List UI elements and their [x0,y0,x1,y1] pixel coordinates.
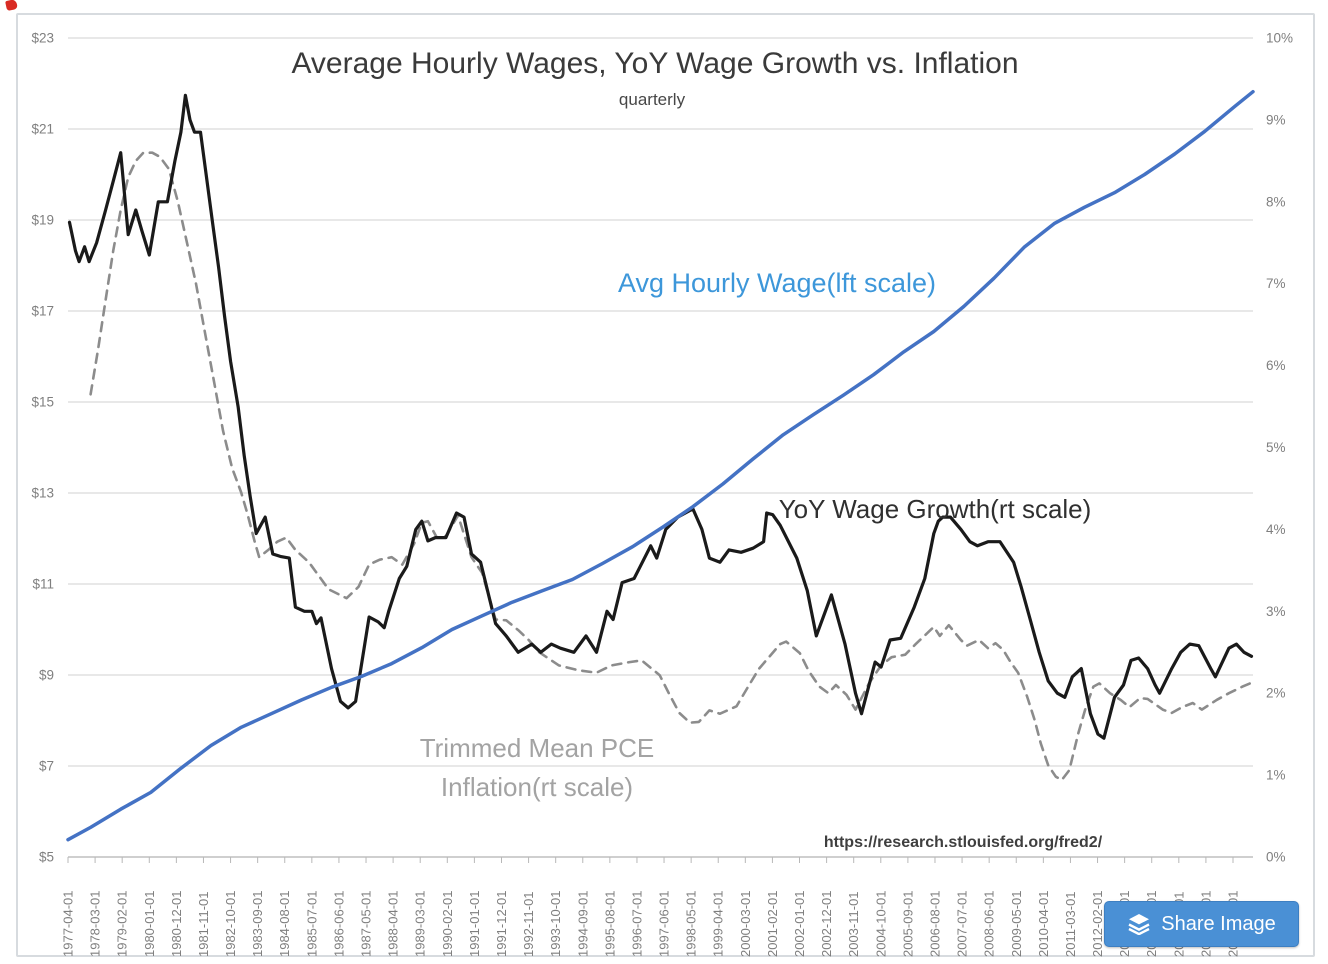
yoy-wage-series-label: YoY Wage Growth(rt scale) [779,494,1092,524]
x-axis-label: 1977-04-01 [61,891,76,958]
inflation-series-label-line1: Trimmed Mean PCE [420,733,655,763]
x-axis-label: 1996-07-01 [629,891,644,958]
series-yoy-wage-growth-rt-scale- [67,93,1254,740]
source-url: https://research.stlouisfed.org/fred2/ [824,834,1103,851]
x-axis-label: 1999-04-01 [711,891,726,958]
data-series [66,89,1255,842]
x-axis-label: 2008-06-01 [982,890,997,957]
x-axis-label: 1987-05-01 [359,891,374,958]
left-axis-label: $17 [31,304,54,319]
x-axis-label: 1998-05-01 [684,891,699,958]
x-axis-label: 2012-02-01 [1090,891,1105,958]
right-axis-label: 9% [1266,112,1286,127]
x-axis-label: 2004-10-01 [873,891,888,958]
x-axis-label: 1980-01-01 [142,891,157,958]
x-axis-label: 1994-09-01 [575,891,590,958]
right-axis-label: 7% [1266,276,1286,291]
left-axis-label: $23 [31,31,54,46]
x-axis-label: 1992-11-01 [521,891,536,957]
x-axis-label: 1993-10-01 [548,891,563,958]
right-axis-label: 6% [1266,358,1286,373]
x-axis-label: 1997-06-01 [657,891,672,958]
x-axis-label: 1979-02-01 [115,891,130,958]
right-axis-label: 8% [1266,194,1286,209]
left-axis-label: $9 [39,668,54,683]
series-trimmed-mean-pce-inflation-rt-scale- [89,151,1252,782]
x-axis-label: 1991-12-01 [494,891,509,958]
x-axis-label: 1984-08-01 [277,891,292,958]
right-axis-label: 2% [1266,686,1286,701]
x-axis-label: 2003-11-01 [846,891,861,957]
x-axis-label: 1989-03-01 [413,891,428,958]
x-axis-label: 1978-03-01 [88,891,103,958]
share-image-label: Share Image [1161,912,1276,935]
left-axis-label: $15 [31,395,54,410]
x-axis-label: 2010-04-01 [1036,891,1051,958]
x-axis-label: 1991-01-01 [467,891,482,958]
x-axis-label: 2002-12-01 [819,891,834,958]
left-axis-label: $5 [39,850,54,865]
x-axis-label: 1985-07-01 [304,891,319,958]
x-axis-label: 2007-07-01 [955,890,970,957]
chart-title: Average Hourly Wages, YoY Wage Growth vs… [291,47,1018,80]
avg-wage-series-label: Avg Hourly Wage(lft scale) [618,268,936,298]
gridlines [68,37,1253,858]
chart-subtitle: quarterly [619,90,686,109]
x-axis-label: 1981-11-01 [196,891,211,957]
share-image-button[interactable]: Share Image [1104,901,1299,947]
right-axis-label: 5% [1266,440,1286,455]
x-axis-label: 1982-10-01 [223,891,238,958]
x-axis-label: 2006-08-01 [927,891,942,958]
right-axis-label: 10% [1266,31,1293,46]
x-axis-label: 1980-12-01 [169,891,184,958]
chart-frame [16,13,1315,957]
x-axis-label: 2001-02-01 [765,891,780,958]
left-axis-label: $7 [39,759,54,774]
x-axis-label: 2000-03-01 [738,891,753,958]
x-axis-label: 2011-03-01 [1063,891,1078,957]
left-axis-label: $19 [31,213,54,228]
x-axis-label: 2009-05-01 [1009,890,1024,957]
left-axis-label: $13 [31,486,54,501]
right-axis-label: 1% [1266,768,1286,783]
left-axis-label: $21 [31,122,54,137]
left-axis-label: $11 [32,577,54,592]
x-axis-label: 2005-09-01 [900,891,915,958]
right-axis-label: 4% [1266,522,1286,537]
x-axis-label: 1995-08-01 [602,891,617,958]
series-avg-hourly-wage-lft-scale- [66,89,1255,842]
right-axis-label: 3% [1266,604,1286,619]
axes: $23 $21 $19 $17 $15 $13 $11 $9 $7 $5 10% 9% 8% 7% 6% 5%… [31,31,1293,958]
x-axis-label: 1983-09-01 [250,891,265,958]
layers-icon [1128,914,1150,935]
x-axis-label: 1988-04-01 [386,891,401,958]
x-axis-label: 1986-06-01 [331,891,346,958]
x-axis-label: 1990-02-01 [440,891,455,958]
x-axis-label: 2002-01-01 [792,891,807,958]
right-axis-label: 0% [1266,850,1286,865]
inflation-series-label-line2: Inflation(rt scale) [441,772,633,802]
